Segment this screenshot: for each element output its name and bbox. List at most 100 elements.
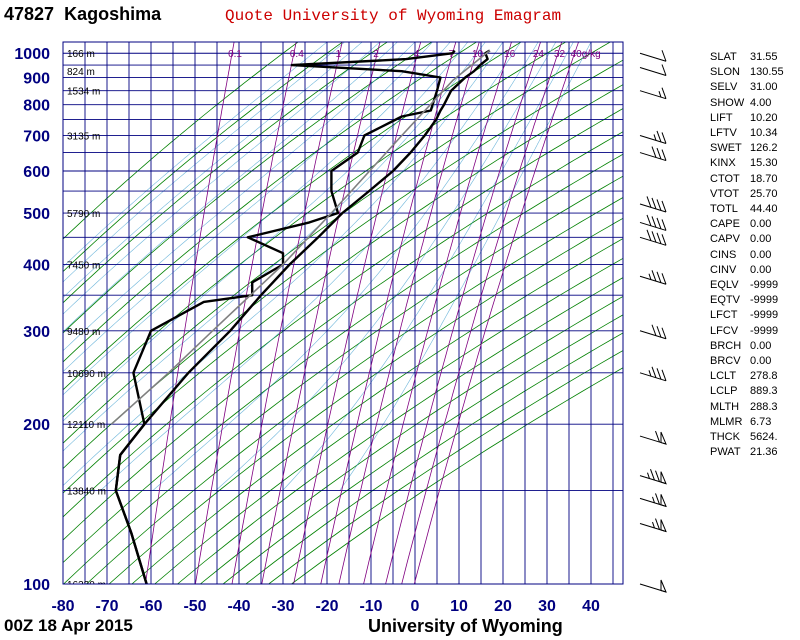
dry-adiabat-line [177, 277, 623, 584]
index-row: TOTL 44.40 [710, 202, 784, 217]
wind-barb-staff [639, 67, 667, 76]
index-key: TOTL [710, 203, 738, 216]
pressure-tick-label: 100 [23, 577, 50, 594]
index-value: 31.55 [750, 51, 778, 63]
index-key: CAPV [710, 233, 740, 246]
index-value: 15.30 [750, 157, 778, 170]
wind-barb-flag [661, 273, 667, 285]
index-value: 5624. [750, 431, 778, 444]
index-key: BRCH [710, 339, 742, 352]
index-value: 44.40 [750, 203, 778, 216]
index-value: 130.55 [750, 66, 784, 79]
index-row: LCLP 889.3 [710, 384, 784, 399]
wind-barb [639, 324, 667, 340]
temperature-tick-label: 20 [494, 598, 512, 615]
wind-barb-flag [656, 147, 662, 160]
index-row: CINS 0.00 [710, 248, 784, 263]
index-value: -9999 [750, 294, 779, 307]
mixing-ratio-line [231, 42, 343, 584]
temperature-tick-label: -80 [51, 598, 74, 615]
wind-barb [639, 229, 667, 246]
index-row: THCK 5624. [710, 430, 784, 445]
mixing-ratio-label: 7 [449, 49, 455, 60]
wind-barb-flag [651, 270, 657, 282]
dry-adiabat-line [63, 42, 299, 240]
mixing-ratio-label: 2 [373, 49, 379, 60]
index-row: EQLV -9999 [710, 278, 784, 293]
index-row: LFCT -9999 [710, 308, 784, 323]
index-value: 889.3 [750, 385, 778, 398]
index-row: LFCV -9999 [710, 324, 784, 339]
index-value: -9999 [750, 279, 779, 292]
wind-barb-flag [656, 130, 662, 143]
station-id: 47827 [4, 4, 55, 24]
wind-barb [639, 366, 667, 382]
index-value: -9999 [750, 324, 779, 337]
index-row: CAPE 0.00 [710, 217, 784, 232]
index-row: VTOT 25.70 [710, 187, 784, 202]
station-header: 47827 Kagoshima [4, 4, 161, 25]
wind-barb-staff [639, 52, 667, 62]
index-value: 10.20 [750, 111, 778, 124]
index-key: SLON [710, 66, 740, 79]
wind-barb [639, 50, 667, 62]
wind-barb-staff [639, 372, 667, 382]
index-value: 4.00 [750, 96, 772, 109]
index-value: 0.00 [750, 218, 772, 231]
pressure-tick-label: 700 [23, 128, 50, 145]
temperature-tick-label: -70 [95, 598, 118, 615]
temperature-tick-label: 30 [538, 598, 556, 615]
wind-barb-pennant [660, 471, 667, 485]
index-key: SLAT [710, 51, 737, 63]
wind-barb-flag [646, 229, 652, 241]
mixing-ratio-line [401, 42, 563, 584]
index-row: KINX 15.30 [710, 156, 784, 171]
wind-barb-flag [661, 200, 667, 213]
wind-barb-flag [661, 132, 667, 144]
mixing-ratio-line [320, 42, 457, 584]
wind-barb-flag [661, 50, 667, 62]
mixing-ratio-label: 1 [336, 49, 342, 60]
wind-barb-half-flag [648, 370, 652, 377]
index-row: CAPV 0.00 [710, 232, 784, 247]
pressure-tick-label: 200 [23, 417, 50, 434]
mixing-ratio-label: 24 [533, 49, 545, 60]
index-key: MLTH [710, 400, 740, 413]
wind-barb [639, 493, 667, 508]
temperature-tick-label: -10 [359, 598, 382, 615]
temperature-tick-label: -50 [183, 598, 206, 615]
index-key: CTOT [710, 172, 740, 185]
pressure-tick-label: 1000 [14, 46, 50, 63]
height-label: 16330 m [67, 580, 106, 591]
index-key: LFTV [710, 127, 737, 140]
moist-adiabat-line [63, 42, 398, 333]
index-value: 10.34 [750, 127, 778, 140]
wind-barb [639, 579, 667, 593]
index-key: EQLV [710, 279, 739, 292]
wind-barb-half-flag [647, 472, 650, 479]
moist-adiabat-line [63, 42, 381, 315]
index-row: SELV 31.00 [710, 80, 784, 95]
emagram-grid [63, 42, 623, 584]
index-row: MLMR 6.73 [710, 415, 784, 430]
wind-barb-flag [655, 470, 660, 482]
dewpoint-profile [114, 49, 456, 584]
wind-barb-flag [656, 368, 662, 380]
temperature-tick-label: -60 [139, 598, 162, 615]
mixing-ratio-line [385, 42, 541, 584]
wind-barb-half-flag [658, 91, 662, 98]
index-value: 126.2 [750, 142, 778, 155]
moist-adiabat-line [339, 42, 592, 491]
wind-barb-flag [651, 366, 657, 378]
height-label: 12110 m [67, 420, 105, 431]
wind-barb [639, 214, 667, 231]
height-label: 1534 m [67, 87, 100, 98]
index-row: EQTV -9999 [710, 293, 784, 308]
index-key: SHOW [710, 96, 745, 109]
pressure-tick-label: 500 [23, 206, 50, 223]
wind-barb [639, 64, 667, 76]
wind-barb [639, 130, 667, 144]
mixing-ratio-label: 0.4 [290, 49, 304, 60]
index-value: 0.00 [750, 263, 772, 276]
